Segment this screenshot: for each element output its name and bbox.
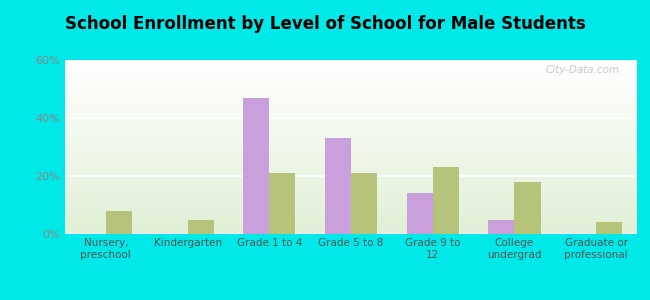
Text: School Enrollment by Level of School for Male Students: School Enrollment by Level of School for… xyxy=(64,15,586,33)
Bar xyxy=(188,220,214,234)
Bar xyxy=(106,211,132,234)
Bar xyxy=(514,182,541,234)
Text: City-Data.com: City-Data.com xyxy=(546,65,620,75)
Bar xyxy=(351,173,377,234)
Bar xyxy=(433,167,459,234)
Bar xyxy=(325,138,351,234)
Bar xyxy=(596,222,622,234)
Bar xyxy=(488,220,514,234)
Bar xyxy=(269,173,296,234)
Bar xyxy=(406,194,433,234)
Bar xyxy=(243,98,269,234)
